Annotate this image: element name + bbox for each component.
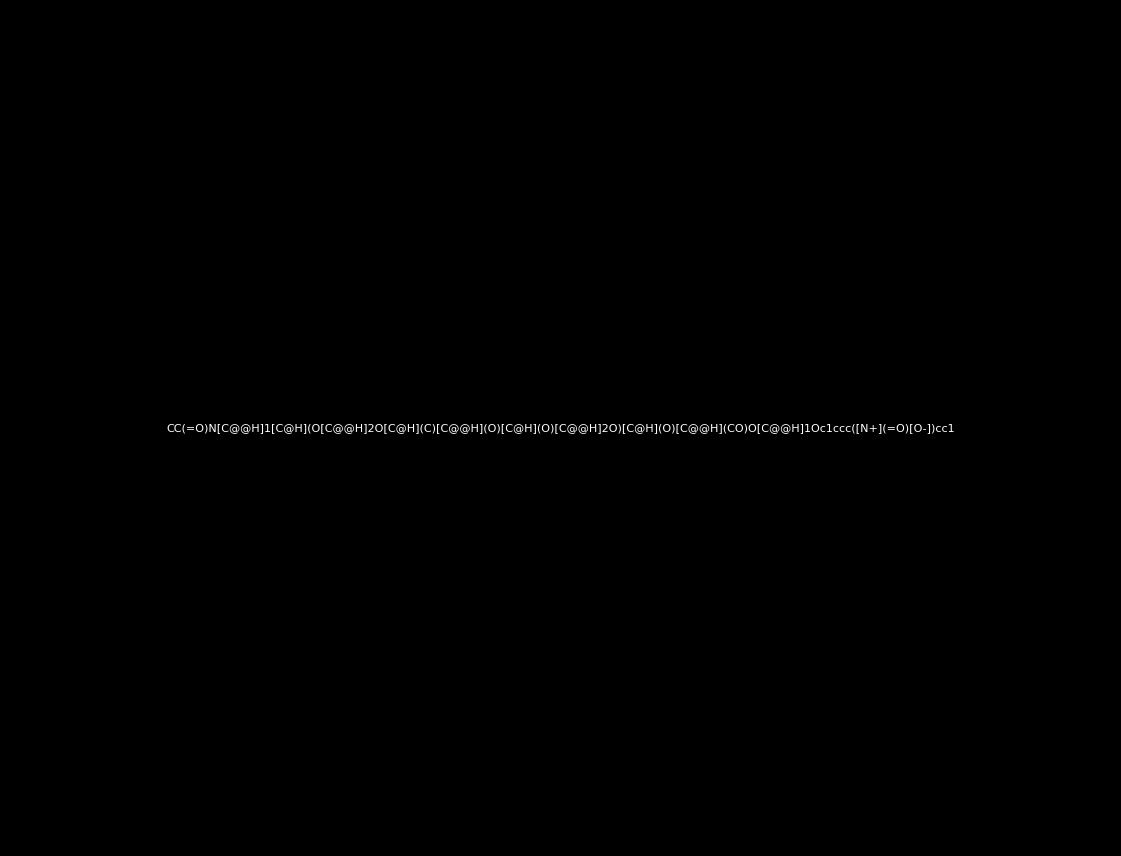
Text: CC(=O)N[C@@H]1[C@H](O[C@@H]2O[C@H](C)[C@@H](O)[C@H](O)[C@@H]2O)[C@H](O)[C@@H](CO: CC(=O)N[C@@H]1[C@H](O[C@@H]2O[C@H](C)[C@… [166, 423, 955, 433]
